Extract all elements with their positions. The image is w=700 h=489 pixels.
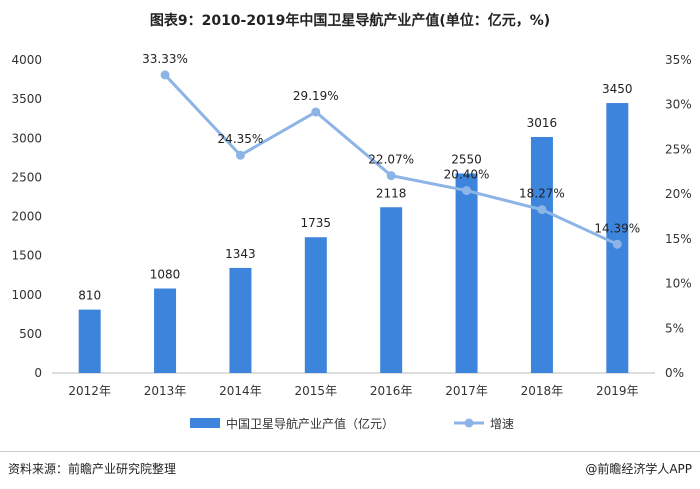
legend-bar-swatch [190,418,220,428]
growth-point [311,107,321,117]
y-right-tick-label: 35% [665,53,692,67]
line-data-label: 22.07% [368,153,414,167]
bar-data-label: 1735 [301,216,332,230]
bar [304,237,327,373]
bar [380,207,403,373]
growth-point [462,186,472,196]
y-left-tick-label: 2000 [11,210,42,224]
line-data-label: 33.33% [142,52,188,66]
x-tick-label: 2017年 [445,384,488,398]
y-left-tick-label: 2500 [11,170,42,184]
x-tick-label: 2016年 [370,384,413,398]
bar-data-label: 3016 [527,116,558,130]
x-tick-label: 2019年 [596,384,639,398]
x-tick-label: 2013年 [144,384,187,398]
bar-data-label: 810 [78,289,101,303]
x-tick-label: 2015年 [295,384,338,398]
line-data-label: 24.35% [218,132,264,146]
y-left-tick-label: 1500 [11,249,42,263]
source-note: 资料来源：前瞻产业研究院整理 [8,462,177,476]
bar [606,103,629,373]
legend-bar-label: 中国卫星导航产业产值（亿元） [226,416,394,431]
app-credit: @前瞻经济学人APP [585,462,692,476]
bar [530,136,553,373]
legend-line-marker [464,418,474,428]
legend-line-label: 增速 [490,417,514,431]
bar-data-label: 2550 [451,152,482,166]
y-right-tick-label: 20% [665,187,692,201]
bar-data-label: 1080 [150,267,181,281]
y-left-tick-label: 0 [34,366,42,380]
y-right-tick-label: 30% [665,98,692,112]
growth-point [160,70,170,80]
y-right-tick-label: 25% [665,142,692,156]
bar [455,173,478,373]
y-right-tick-label: 10% [665,277,692,291]
y-left-tick-label: 3000 [11,131,42,145]
bar [154,288,177,373]
y-left-tick-label: 4000 [11,53,42,67]
growth-point [537,205,547,215]
growth-point [612,239,622,249]
growth-point [386,171,396,181]
chart-svg: 0 500 1000 1500 2000 2500 3000 3500 4000 0% 5% 10% 1… [11,52,692,431]
y-left-tick-label: 3500 [11,92,42,106]
y-right-tick-label: 5% [665,321,684,335]
line-data-label: 18.27% [519,187,565,201]
line-data-label: 29.19% [293,89,339,103]
bar [78,309,101,373]
y-left-tick-label: 500 [19,327,42,341]
y-right-tick-label: 0% [665,366,684,380]
line-data-label: 14.39% [594,221,640,235]
bar-data-label: 2118 [376,186,407,200]
bar-data-label: 3450 [602,82,633,96]
x-tick-label: 2014年 [219,384,262,398]
y-right-tick-label: 15% [665,232,692,246]
x-tick-label: 2012年 [68,384,111,398]
y-left-tick-label: 1000 [11,288,42,302]
bar-data-label: 1343 [225,247,256,261]
line-data-label: 20.40% [444,168,490,182]
divider [0,451,700,452]
chart-title: 图表9：2010-2019年中国卫星导航产业产值(单位：亿元，%) [149,13,551,29]
bar [229,267,252,373]
x-tick-label: 2018年 [521,384,564,398]
growth-point [235,150,245,160]
